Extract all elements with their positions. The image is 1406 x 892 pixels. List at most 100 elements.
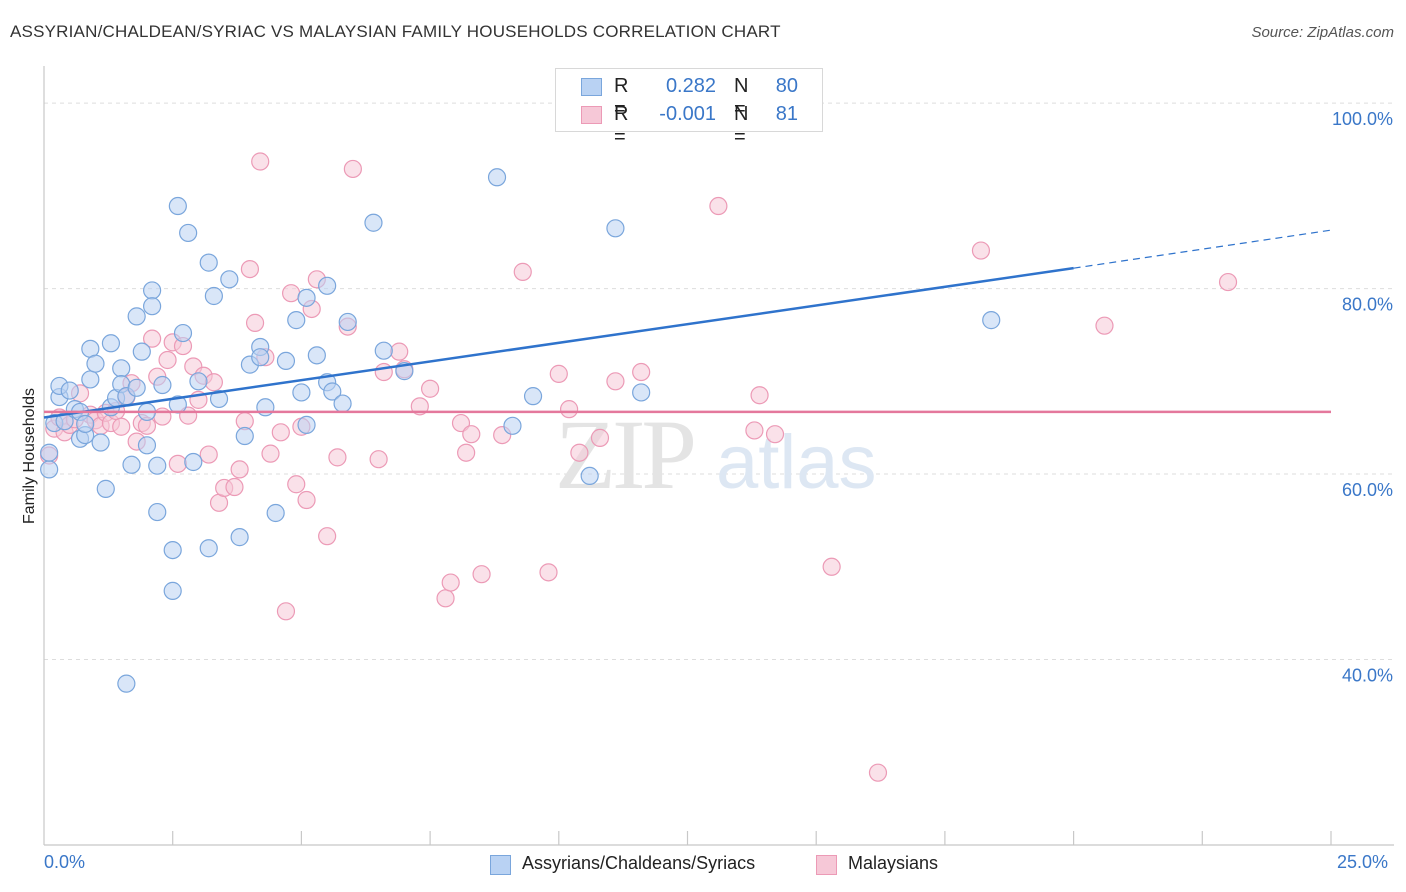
assyrians-point (168, 196, 187, 216)
assyrians-trend-line (43, 266, 1074, 419)
y-tick-60: 60.0% (1342, 480, 1393, 500)
malaysians-point (462, 425, 481, 444)
assyrians-point (173, 323, 193, 343)
y-tick-80: 80.0% (1342, 295, 1393, 315)
assyrians-point (307, 346, 326, 365)
assyrians-point (153, 375, 172, 395)
assyrians-point (137, 436, 157, 455)
watermark: ZIP atlas (555, 399, 877, 510)
blue-swatch (581, 78, 602, 96)
r-label: R = (614, 103, 629, 148)
malaysians-point (750, 386, 769, 405)
y-tick-100: 100.0% (1332, 109, 1393, 129)
assyrians-point (266, 503, 285, 523)
legend-label: Assyrians/Chaldeans/Syriacs (522, 853, 756, 873)
malaysians-point (868, 763, 888, 782)
assyrians-point (148, 502, 167, 522)
assyrians-point (209, 389, 229, 409)
assyrians-point (40, 443, 59, 462)
malaysians-point (590, 428, 610, 447)
legend-label: Malaysians (848, 853, 939, 873)
assyrians-point (297, 288, 316, 307)
assyrians-point (60, 381, 79, 400)
assyrians-point (163, 540, 182, 560)
malaysians-point (251, 152, 270, 171)
malaysians-point (343, 159, 362, 179)
assyrians-point (112, 359, 131, 378)
assyrians-point (503, 416, 522, 435)
assyrians-point (199, 253, 218, 272)
assyrians-point (606, 219, 625, 238)
malaysians-point (709, 196, 728, 216)
legend-blue-swatch (490, 855, 511, 875)
malaysians-point (225, 477, 244, 497)
assyrians-point (318, 276, 337, 295)
assyrians-point (163, 581, 182, 600)
assyrians-point (220, 270, 239, 289)
assyrians-point (323, 382, 342, 401)
assyrians-point (40, 460, 59, 479)
malaysians-point (410, 397, 429, 416)
stats-box: R = 0.282 N = 80 R = -0.001 N = 81 (555, 68, 823, 148)
x-tick-right: 25.0% (1337, 852, 1389, 872)
malaysians-point (451, 413, 471, 433)
assyrians-point (523, 387, 543, 406)
malaysians-point (199, 445, 218, 464)
malaysians-point (282, 284, 301, 303)
assyrians-point (148, 456, 167, 475)
n-label: N = (734, 75, 749, 120)
assyrians-point (199, 539, 218, 558)
malaysians-point (822, 557, 841, 576)
malaysians-point (632, 362, 651, 382)
malaysians-point (1095, 316, 1114, 335)
malaysians-point (276, 602, 296, 621)
n-label: N = (734, 103, 749, 148)
assyrians-point (86, 354, 105, 373)
malaysians-point (472, 565, 491, 584)
malaysians-point (153, 407, 172, 426)
malaysians-point (271, 423, 290, 442)
malaysians-point (513, 262, 532, 281)
r-value: 0.282 (665, 75, 716, 97)
assyrians-point (179, 223, 198, 243)
assyrians-point (96, 479, 115, 498)
malaysians-point (539, 563, 558, 582)
malaysians-point (390, 342, 409, 361)
r-label: R = (614, 75, 629, 120)
n-value: 80 (775, 75, 798, 97)
malaysians-point (328, 448, 347, 467)
malaysians-point (570, 443, 589, 462)
y-tick-labels: 100.0% 80.0% 60.0% 40.0% (1332, 109, 1393, 685)
assyrians-point (122, 455, 141, 474)
malaysians-point (559, 400, 579, 419)
assyrians-point (204, 286, 223, 306)
assyrians-points (40, 168, 1001, 693)
assyrians-point (297, 415, 316, 434)
assyrians-point (374, 341, 393, 360)
assyrians-trend-extension (1073, 229, 1332, 269)
assyrians-point (143, 297, 162, 316)
watermark-atlas: atlas (716, 420, 877, 505)
assyrians-point (132, 342, 151, 361)
malaysians-point (971, 241, 991, 260)
legend-pink-swatch (816, 855, 837, 875)
malaysians-point (1218, 272, 1238, 292)
n-value: 81 (775, 103, 798, 125)
assyrians-point (256, 398, 275, 417)
malaysians-point (143, 329, 162, 348)
assyrians-point (101, 334, 121, 353)
r-value: -0.001 (659, 103, 716, 125)
x-tick-left: 0.0% (44, 852, 86, 872)
assyrians-point (982, 311, 1001, 330)
assyrians-point (230, 528, 249, 547)
malaysians-point (287, 475, 306, 494)
y-tick-40: 40.0% (1342, 666, 1393, 686)
malaysians-point (606, 372, 625, 391)
malaysians-point (168, 454, 187, 473)
assyrians-point (127, 378, 146, 397)
malaysians-point (318, 527, 337, 546)
malaysians-point (549, 364, 568, 383)
malaysians-point (765, 425, 785, 444)
assyrians-point (292, 383, 311, 402)
